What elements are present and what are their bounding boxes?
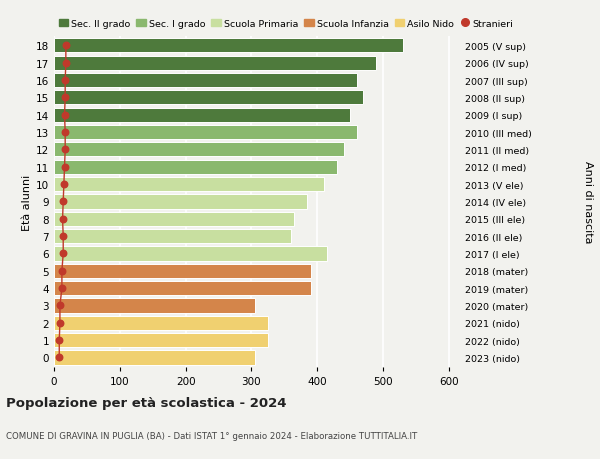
Bar [54, 143, 344, 157]
Bar [54, 195, 307, 209]
Point [58, 216, 67, 223]
Bar [54, 212, 294, 226]
Bar [54, 56, 376, 71]
Point [55, 319, 65, 327]
Bar [54, 39, 403, 53]
Bar [54, 264, 311, 278]
Point [61, 129, 70, 136]
Bar [54, 74, 357, 88]
Bar [54, 333, 268, 347]
Point [60, 164, 70, 171]
Bar [54, 299, 255, 313]
Point [55, 354, 64, 361]
Bar [54, 126, 357, 140]
Point [61, 77, 70, 84]
Bar [54, 230, 291, 244]
Point [58, 250, 68, 257]
Y-axis label: Età alunni: Età alunni [22, 174, 32, 230]
Text: Anni di nascita: Anni di nascita [583, 161, 593, 243]
Bar [54, 91, 363, 105]
Point [57, 285, 67, 292]
Bar [54, 247, 327, 261]
Point [55, 337, 64, 344]
Legend: Sec. II grado, Sec. I grado, Scuola Primaria, Scuola Infanzia, Asilo Nido, Stran: Sec. II grado, Sec. I grado, Scuola Prim… [59, 20, 514, 29]
Text: COMUNE DI GRAVINA IN PUGLIA (BA) - Dati ISTAT 1° gennaio 2024 - Elaborazione TUT: COMUNE DI GRAVINA IN PUGLIA (BA) - Dati … [6, 431, 417, 440]
Bar [54, 160, 337, 174]
Bar [54, 351, 255, 365]
Point [61, 146, 70, 154]
Point [55, 302, 65, 309]
Bar [54, 316, 268, 330]
Text: Popolazione per età scolastica - 2024: Popolazione per età scolastica - 2024 [6, 396, 287, 409]
Bar [54, 108, 350, 123]
Bar [54, 281, 311, 296]
Point [61, 60, 71, 67]
Bar [54, 178, 324, 192]
Point [61, 95, 70, 102]
Point [58, 233, 68, 240]
Point [58, 198, 68, 206]
Point [57, 268, 67, 275]
Point [61, 43, 71, 50]
Point [59, 181, 68, 188]
Point [60, 112, 70, 119]
